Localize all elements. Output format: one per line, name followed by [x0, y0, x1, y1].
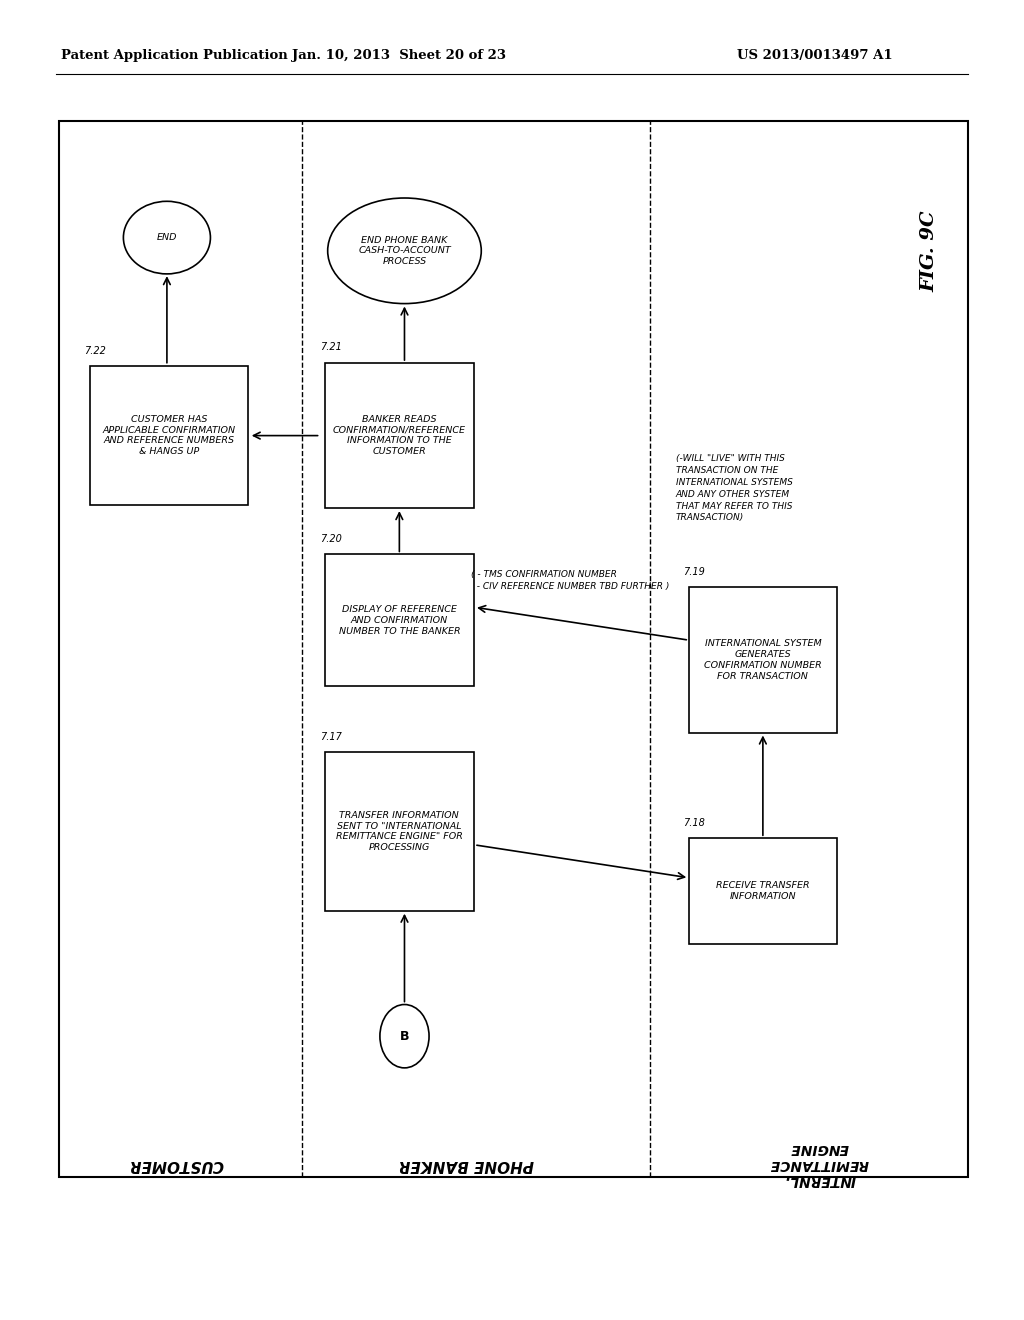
Text: 7.21: 7.21: [319, 342, 342, 352]
Text: Patent Application Publication: Patent Application Publication: [61, 49, 288, 62]
FancyBboxPatch shape: [326, 554, 473, 686]
FancyBboxPatch shape: [688, 838, 838, 944]
Bar: [59, 121, 968, 1177]
Text: Jan. 10, 2013  Sheet 20 of 23: Jan. 10, 2013 Sheet 20 of 23: [293, 49, 506, 62]
Text: INTERNL.
REMITTANCE
ENGINE: INTERNL. REMITTANCE ENGINE: [770, 1140, 868, 1188]
Text: BANKER READS
CONFIRMATION/REFERENCE
INFORMATION TO THE
CUSTOMER: BANKER READS CONFIRMATION/REFERENCE INFO…: [333, 414, 466, 457]
FancyBboxPatch shape: [688, 587, 838, 733]
Text: (-WILL "LIVE" WITH THIS
TRANSACTION ON THE
INTERNATIONAL SYSTEMS
AND ANY OTHER S: (-WILL "LIVE" WITH THIS TRANSACTION ON T…: [676, 454, 793, 523]
Text: FIG. 9C: FIG. 9C: [921, 210, 939, 292]
Ellipse shape: [123, 202, 211, 275]
FancyBboxPatch shape: [326, 752, 473, 911]
Text: B: B: [399, 1030, 410, 1043]
FancyBboxPatch shape: [326, 363, 473, 508]
Text: END PHONE BANK
CASH-TO-ACCOUNT
PROCESS: END PHONE BANK CASH-TO-ACCOUNT PROCESS: [358, 235, 451, 267]
Text: 7.19: 7.19: [684, 566, 706, 577]
Text: INTERNATIONAL SYSTEM
GENERATES
CONFIRMATION NUMBER
FOR TRANSACTION: INTERNATIONAL SYSTEM GENERATES CONFIRMAT…: [705, 639, 821, 681]
Text: CUSTOMER HAS
APPLICABLE CONFIRMATION
AND REFERENCE NUMBERS
& HANGS UP: CUSTOMER HAS APPLICABLE CONFIRMATION AND…: [102, 414, 236, 457]
Text: 7.20: 7.20: [319, 533, 342, 544]
Text: CUSTOMER: CUSTOMER: [128, 1156, 224, 1172]
Text: ( - TMS CONFIRMATION NUMBER
  - CIV REFERENCE NUMBER TBD FURTHER ): ( - TMS CONFIRMATION NUMBER - CIV REFERE…: [471, 570, 670, 591]
Text: END: END: [157, 234, 177, 242]
Text: US 2013/0013497 A1: US 2013/0013497 A1: [737, 49, 893, 62]
FancyBboxPatch shape: [90, 366, 248, 504]
Text: 7.17: 7.17: [319, 731, 342, 742]
Text: PHONE BANKER: PHONE BANKER: [398, 1156, 534, 1172]
Circle shape: [380, 1005, 429, 1068]
Text: DISPLAY OF REFERENCE
AND CONFIRMATION
NUMBER TO THE BANKER: DISPLAY OF REFERENCE AND CONFIRMATION NU…: [339, 605, 460, 636]
Text: 7.22: 7.22: [84, 346, 106, 355]
Text: 7.18: 7.18: [684, 817, 706, 828]
Ellipse shape: [328, 198, 481, 304]
Text: RECEIVE TRANSFER
INFORMATION: RECEIVE TRANSFER INFORMATION: [716, 882, 810, 900]
Text: TRANSFER INFORMATION
SENT TO "INTERNATIONAL
REMITTANCE ENGINE" FOR
PROCESSING: TRANSFER INFORMATION SENT TO "INTERNATIO…: [336, 810, 463, 853]
